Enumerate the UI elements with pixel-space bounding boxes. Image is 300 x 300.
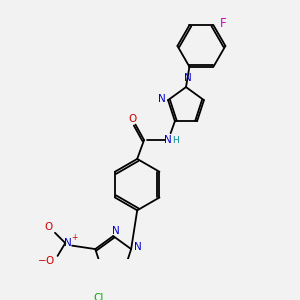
Text: Cl: Cl bbox=[94, 292, 104, 300]
Text: N: N bbox=[164, 135, 172, 145]
Text: N: N bbox=[184, 73, 192, 83]
Text: O: O bbox=[44, 222, 52, 232]
Text: −: − bbox=[38, 256, 46, 266]
Text: O: O bbox=[46, 256, 54, 266]
Text: +: + bbox=[71, 232, 78, 242]
Text: H: H bbox=[172, 136, 179, 145]
Text: N: N bbox=[158, 94, 166, 104]
Text: N: N bbox=[64, 238, 72, 248]
Text: O: O bbox=[129, 115, 137, 124]
Text: N: N bbox=[134, 242, 142, 252]
Text: F: F bbox=[220, 17, 227, 30]
Text: N: N bbox=[112, 226, 120, 236]
